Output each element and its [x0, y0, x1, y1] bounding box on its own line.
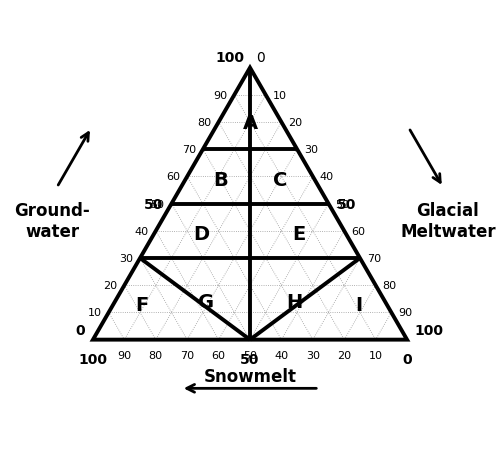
Text: 80: 80	[198, 118, 211, 128]
Text: Snowmelt: Snowmelt	[204, 367, 296, 385]
Text: H: H	[286, 292, 302, 311]
Text: E: E	[292, 225, 306, 244]
Text: 40: 40	[320, 172, 334, 182]
Text: 30: 30	[119, 253, 133, 263]
Text: B: B	[213, 170, 228, 189]
Text: 50: 50	[144, 197, 164, 211]
Text: 10: 10	[272, 91, 286, 101]
Text: 60: 60	[212, 350, 226, 360]
Text: Glacial
Meltwater: Glacial Meltwater	[400, 202, 496, 240]
Text: 60: 60	[351, 226, 365, 236]
Text: 30: 30	[306, 350, 320, 360]
Text: 90: 90	[214, 91, 228, 101]
Text: 50: 50	[150, 199, 164, 209]
Text: 60: 60	[166, 172, 180, 182]
Text: 40: 40	[274, 350, 288, 360]
Text: C: C	[272, 170, 287, 189]
Text: Ground-
water: Ground- water	[14, 202, 90, 240]
Text: 80: 80	[382, 281, 396, 290]
Text: 40: 40	[134, 226, 149, 236]
Text: 0: 0	[256, 51, 264, 65]
Text: 0: 0	[76, 323, 85, 337]
Text: 90: 90	[398, 308, 412, 318]
Text: 20: 20	[104, 281, 118, 290]
Text: 100: 100	[78, 352, 108, 366]
Text: 20: 20	[288, 118, 302, 128]
Text: 0: 0	[402, 352, 412, 366]
Text: 70: 70	[182, 145, 196, 155]
Text: 30: 30	[304, 145, 318, 155]
Text: 20: 20	[337, 350, 351, 360]
Text: 50: 50	[336, 197, 356, 211]
Text: 80: 80	[148, 350, 163, 360]
Text: I: I	[355, 295, 362, 314]
Text: A: A	[242, 113, 258, 132]
Text: 10: 10	[88, 308, 102, 318]
Text: 50: 50	[336, 199, 349, 209]
Text: 70: 70	[367, 253, 381, 263]
Text: F: F	[135, 295, 148, 314]
Text: 50: 50	[243, 350, 257, 360]
Text: 100: 100	[415, 323, 444, 337]
Text: 90: 90	[118, 350, 132, 360]
Text: 50: 50	[240, 352, 260, 366]
Text: 100: 100	[216, 51, 244, 65]
Text: 10: 10	[368, 350, 382, 360]
Text: G: G	[198, 292, 214, 311]
Text: 70: 70	[180, 350, 194, 360]
Text: D: D	[194, 225, 210, 244]
